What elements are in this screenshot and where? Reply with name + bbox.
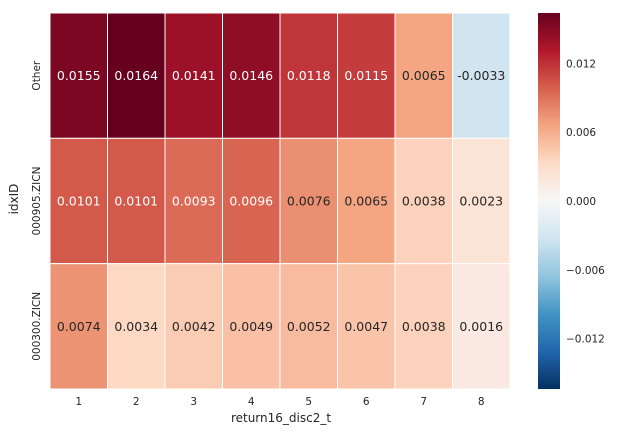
cell-value-label: 0.0101	[57, 194, 101, 209]
heatmap-cell	[49, 263, 108, 390]
cell-value-label: 0.0016	[459, 319, 503, 334]
colorbar-tick-label: −0.012	[566, 334, 605, 346]
heatmap-cell	[452, 137, 511, 265]
colorbar-tick-label: 0.000	[566, 196, 596, 208]
heatmap-cell-labels: 0.0155 0.0164 0.0141 0.0146 0.0118 0.0115 0.00…	[57, 68, 506, 334]
cell-value-label: 0.0042	[172, 319, 216, 334]
heatmap-cell	[279, 137, 338, 265]
cell-value-label: 0.0141	[172, 68, 216, 83]
heatmap-cell	[164, 263, 223, 390]
cell-value-label: 0.0118	[287, 68, 331, 83]
cell-value-label: 0.0076	[287, 194, 331, 209]
cell-value-label: 0.0096	[229, 194, 273, 209]
colorbar-tick-label: −0.006	[566, 265, 605, 277]
heatmap-cells	[49, 12, 511, 390]
y-tick-label: 000905.ZICN	[31, 167, 43, 236]
heatmap-cell	[452, 12, 511, 139]
cell-value-label: 0.0034	[114, 319, 158, 334]
heatmap-cell	[164, 12, 223, 139]
heatmap-cell	[107, 12, 166, 139]
x-tick-label: 6	[363, 396, 370, 408]
heatmap-cell	[222, 263, 281, 390]
cell-value-label: 0.0065	[344, 194, 388, 209]
x-tick-label: 7	[420, 396, 427, 408]
cell-value-label: 0.0115	[344, 68, 388, 83]
cell-value-label: 0.0074	[57, 319, 101, 334]
x-tick-label: 4	[248, 396, 255, 408]
x-axis-title: return16_disc2_t	[231, 411, 331, 425]
x-tick-label: 2	[133, 396, 140, 408]
x-tick-label: 1	[75, 396, 82, 408]
cell-value-label: 0.0155	[57, 68, 101, 83]
cell-value-label: 0.0023	[459, 194, 503, 209]
heatmap-cell	[337, 137, 396, 265]
heatmap-cell	[394, 263, 453, 390]
y-tick-label: 000300.ZICN	[31, 292, 43, 361]
y-axis-ticks: Other 000905.ZICN 000300.ZICN	[31, 60, 43, 361]
colorbar-ticks: 0.012 0.006 0.000 −0.006 −0.012	[566, 58, 605, 345]
x-tick-label: 8	[478, 396, 485, 408]
cell-value-label: 0.0038	[402, 194, 446, 209]
cell-value-label: 0.0093	[172, 194, 216, 209]
colorbar-tick-label: 0.012	[566, 58, 596, 70]
heatmap-cell	[49, 12, 108, 139]
cell-value-label: 0.0038	[402, 319, 446, 334]
y-tick-label: Other	[31, 60, 43, 90]
heatmap-cell	[279, 263, 338, 390]
cell-value-label: 0.0049	[229, 319, 273, 334]
heatmap-cell	[337, 263, 396, 390]
colorbar	[538, 13, 560, 389]
x-tick-label: 5	[305, 396, 312, 408]
x-tick-label: 3	[190, 396, 197, 408]
cell-value-label: 0.0047	[344, 319, 388, 334]
cell-value-label: 0.0101	[114, 194, 158, 209]
colorbar-gradient	[538, 13, 560, 389]
heatmap-cell	[452, 263, 511, 390]
cell-value-label: 0.0065	[402, 68, 446, 83]
heatmap-cell	[222, 12, 281, 139]
cell-value-label: 0.0164	[114, 68, 158, 83]
heatmap-cell	[279, 12, 338, 139]
heatmap-cell	[107, 137, 166, 265]
heatmap-cell	[222, 137, 281, 265]
cell-value-label: -0.0033	[457, 68, 505, 83]
cell-value-label: 0.0146	[229, 68, 273, 83]
heatmap-cell	[337, 12, 396, 139]
y-axis-title: idxID	[7, 184, 21, 215]
colorbar-tick-label: 0.006	[566, 127, 596, 139]
x-axis-ticks: 1 2 3 4 5 6 7 8	[75, 396, 484, 408]
cell-value-label: 0.0052	[287, 319, 331, 334]
heatmap-cell	[107, 263, 166, 390]
